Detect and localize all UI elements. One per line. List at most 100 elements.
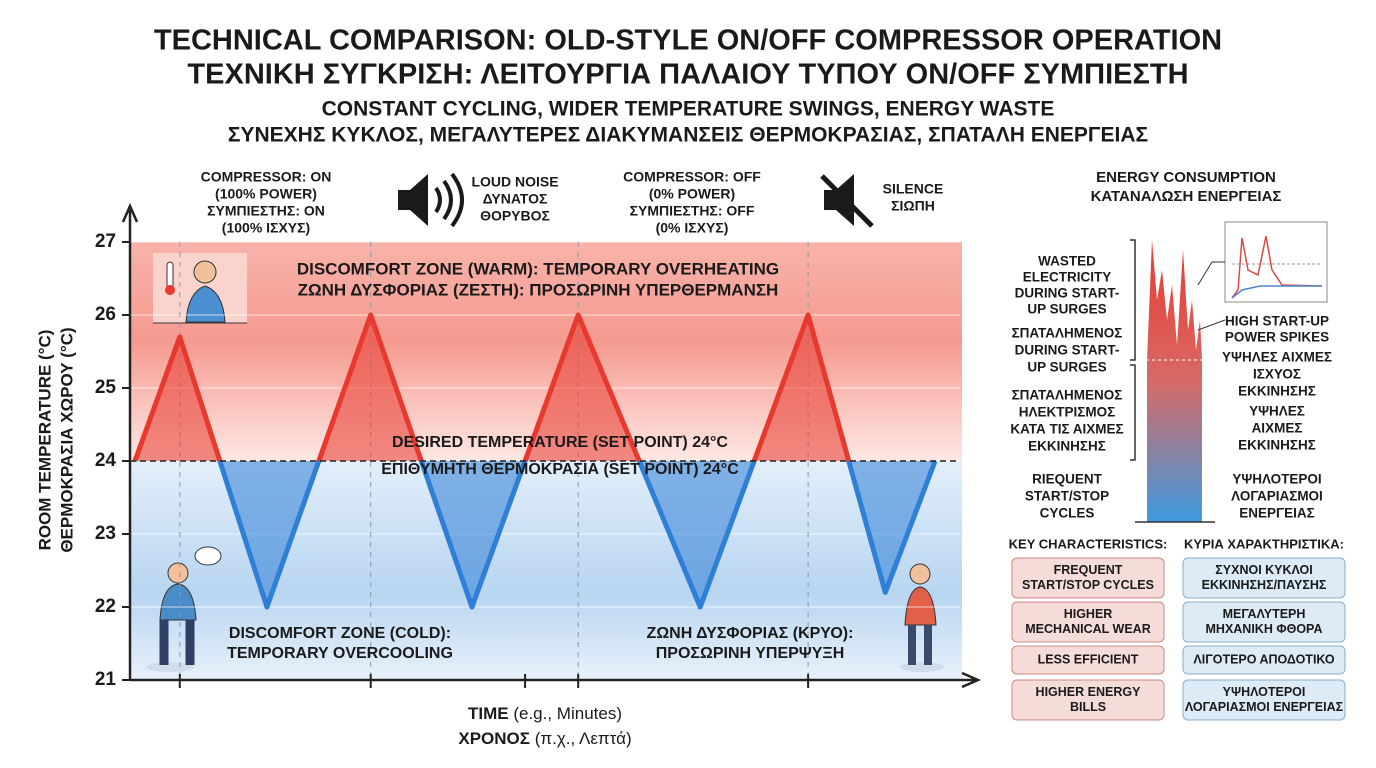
label-line: ΛΟΓΑΡΙΑΣΜΟΙ <box>1231 489 1323 504</box>
label-line: DURING START- <box>1015 343 1120 358</box>
label-line: ΥΨΗΛΟΤΕΡΟΙ <box>1232 472 1321 487</box>
label-line: ΛΟΓΑΡΙΑΣΜΟΙ ΕΝΕΡΓΕΙΑΣ <box>1185 700 1344 714</box>
label-line: ΔΥΝΑΤΟΣ <box>483 191 548 207</box>
label-line: FREQUENT <box>1054 563 1123 577</box>
y-axis <box>121 202 139 680</box>
label-line: SILENCE <box>883 181 944 197</box>
label-line: ΗΛΕΚΤΡΙΣΜΟΣ <box>1019 405 1115 420</box>
label-line: DESIRED TEMPERATURE (SET POINT) 24°C <box>392 434 728 451</box>
label-line: WASTED <box>1038 254 1096 269</box>
label-line: (100% POWER) <box>215 186 317 202</box>
cold-person-2 <box>900 563 944 672</box>
label-line: LOUD NOISE <box>471 174 558 190</box>
y-tick-label: 22 <box>95 596 116 617</box>
key-box <box>1182 679 1346 721</box>
x-axis-label: ΧΡΟΝΟΣ (π.χ., Λεπτά) <box>458 729 631 748</box>
label-line: (0% ΙΣΧΥΣ) <box>656 220 729 236</box>
label-line: DISCOMFORT ZONE (COLD): <box>229 625 451 642</box>
label-line: COMPRESSOR: OFF <box>623 169 761 185</box>
label-line: ΣΠΑΤΑΛΗΜΕΝΟΣ <box>1012 326 1123 341</box>
y-tick-label: 23 <box>95 523 116 544</box>
label-line: ΙΣΧΥΟΣ <box>1253 367 1301 382</box>
label-line: CONSTANT CYCLING, WIDER TEMPERATURE SWIN… <box>322 98 1055 121</box>
key-box <box>1011 601 1165 643</box>
energy-bar <box>1130 221 1328 523</box>
label-line: ΕΠΙΘΥΜΗΤΗ ΘΕΡΜΟΚΡΑΣΙΑ (SET POINT) 24°C <box>381 461 739 478</box>
label-line: DURING START- <box>1015 286 1120 301</box>
x-axis-label: TIME (e.g., Minutes) <box>468 704 622 723</box>
label-line: HIGHER <box>1064 607 1113 621</box>
label-line: ΥΨΗΛΕΣ <box>1249 404 1305 419</box>
label-line: ΤΕΧΝΙΚΗ ΣΥΓΚΡΙΣΗ: ΛΕΙΤΟΥΡΓΙΑ ΠΑΛΑΙΟΥ ΤΥΠ… <box>187 59 1188 91</box>
label-line: ΕΝΕΡΓΕΙΑΣ <box>1239 506 1314 521</box>
label-line: ΑΙΧΜΕΣ <box>1252 421 1303 436</box>
label-line: START/STOP <box>1025 489 1109 504</box>
label-line: ΣΙΩΠΗ <box>891 198 935 214</box>
y-tick-label: 25 <box>95 377 117 398</box>
label-line: ΣΥΝΕΧΗΣ ΚΥΚΛΟΣ, ΜΕΓΑΛΥΤΕΡΕΣ ΔΙΑΚΥΜΑΝΣΕΙΣ… <box>228 124 1148 147</box>
y-tick-label: 21 <box>95 669 117 690</box>
label-line: START/STOP CYCLES <box>1022 578 1154 592</box>
label-line: UP SURGES <box>1027 302 1106 317</box>
label-line: ΘΕΡΜΟΚΡΑΣΙΑ ΧΩΡΟΥ (°C) <box>57 327 76 552</box>
warm-person <box>153 253 247 324</box>
key-box <box>1182 557 1346 599</box>
label-line: RIEQUENT <box>1032 472 1103 487</box>
key-box <box>1182 601 1346 643</box>
label-line: ΣΥΜΠΙΕΣΤΗΣ: OFF <box>630 203 755 219</box>
cold-person <box>146 546 222 672</box>
key-box <box>1011 645 1165 675</box>
label-line: TEMPORARY OVERCOOLING <box>227 645 453 662</box>
x-label-note: (e.g., Minutes) <box>513 704 622 723</box>
label-line: ΥΨΗΛΟΤΕΡΟΙ <box>1223 685 1306 699</box>
label-line: ΚΑΤΑΝΑΛΩΣΗ ΕΝΕΡΓΕΙΑΣ <box>1091 188 1282 205</box>
key-box <box>1011 557 1165 599</box>
key-box <box>1182 645 1346 675</box>
mute-icon <box>820 174 874 228</box>
y-tick-label: 24 <box>95 450 117 471</box>
y-tick-label: 27 <box>95 231 116 252</box>
label-line: HIGHER ENERGY <box>1036 685 1142 699</box>
label-line: (100% ΙΣΧΥΣ) <box>222 220 310 236</box>
x-label-main: TIME <box>468 704 509 723</box>
label-line: ΕΚΚΙΝΗΣΗΣ <box>1238 438 1316 453</box>
label-line: TECHNICAL COMPARISON: OLD-STYLE ON/OFF C… <box>154 25 1222 57</box>
label-line: ΘΟΡΥΒΟΣ <box>480 208 550 224</box>
y-axis-label: ROOM TEMPERATURE (°C) ΘΕΡΜΟΚΡΑΣΙΑ ΧΩΡΟΥ (… <box>35 327 76 552</box>
label-line: ENERGY CONSUMPTION <box>1096 169 1276 186</box>
label-line: ΣΥΜΠΙΕΣΤΗΣ: ON <box>207 203 325 219</box>
label-line: ΕΚΚΙΝΗΣΗΣ <box>1028 439 1106 454</box>
label-line: ΣΠΑΤΑΛΗΜΕΝΟΣ <box>1012 388 1123 403</box>
label-line: ΥΨΗΛΕΣ ΑΙΧΜΕΣ <box>1222 350 1332 365</box>
label-line: UP SURGES <box>1027 360 1106 375</box>
key-box <box>1011 679 1165 721</box>
label-line: ΖΩΝΗ ΔΥΣΦΟΡΙΑΣ (ΚΡΥΟ): <box>647 625 854 642</box>
label-line: CYCLES <box>1040 506 1095 521</box>
label-line: ΠΡΟΣΩΡΙΝΗ ΥΠΕΡΨΥΞΗ <box>656 645 845 662</box>
label-line: ELECTRICITY <box>1023 270 1112 285</box>
x-axis <box>130 671 982 689</box>
label-line: ROOM TEMPERATURE (°C) <box>35 330 54 551</box>
label-line: (0% POWER) <box>649 186 735 202</box>
label-line: ΕΚΚΙΝΗΣΗΣ/ΠΑΥΣΗΣ <box>1202 578 1327 592</box>
label-line: ΕΚΚΙΝΗΣΗΣ <box>1238 384 1316 399</box>
label-line: POWER SPIKES <box>1225 330 1329 345</box>
label-line: HIGH START-UP <box>1225 314 1329 329</box>
speaker-icon <box>398 172 464 228</box>
label-line: LESS EFFICIENT <box>1038 652 1139 666</box>
label-line: ΜΕΓΑΛΥΤΕΡΗ <box>1223 607 1306 621</box>
x-label-note: (π.χ., Λεπτά) <box>535 729 632 748</box>
label-line: BILLS <box>1070 700 1106 714</box>
label-line: MECHANICAL WEAR <box>1025 622 1150 636</box>
key-header: ΚΥΡΙΑ ΧΑΡΑΚΤΗΡΙΣΤΙΚΑ: <box>1184 536 1344 551</box>
label-line: ΛΙΓΟΤΕΡΟ ΑΠΟΔΟΤΙΚΟ <box>1193 652 1334 666</box>
key-header: KEY CHARACTERISTICS: <box>1009 536 1168 551</box>
label-line: ΖΩΝΗ ΔΥΣΦΟΡΙΑΣ (ΖΕΣΤΗ): ΠΡΟΣΩΡΙΝΗ ΥΠΕΡΘΕ… <box>298 280 779 299</box>
label-line: DISCOMFORT ZONE (WARM): TEMPORARY OVERHE… <box>297 259 779 278</box>
x-label-main: ΧΡΟΝΟΣ <box>458 729 530 748</box>
label-line: COMPRESSOR: ON <box>201 169 332 185</box>
label-line: ΜΗΧΑΝΙΚΗ ΦΘΟΡΑ <box>1206 622 1323 636</box>
label-line: ΣΥΧΝΟΙ ΚΥΚΛΟΙ <box>1215 563 1312 577</box>
label-line: ΚΑΤΑ ΤΙΣ ΑΙΧΜΕΣ <box>1010 422 1123 437</box>
